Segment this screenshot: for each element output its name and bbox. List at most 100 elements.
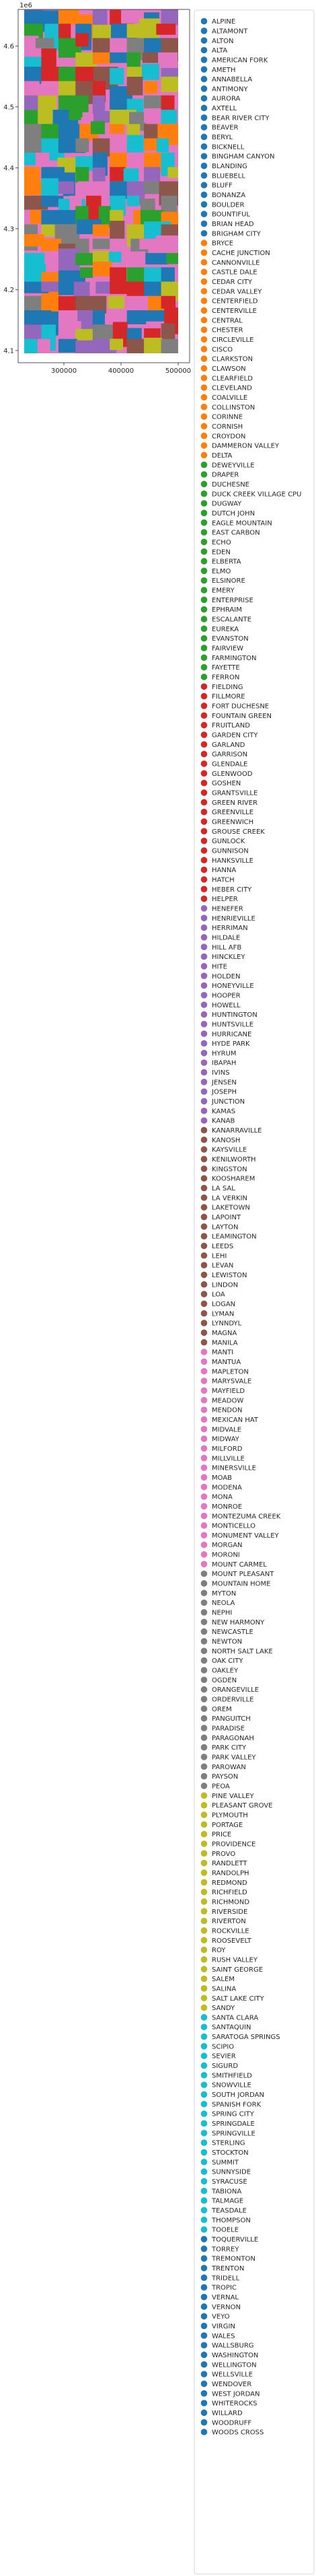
- legend-marker: [200, 1406, 208, 1413]
- legend-item: HELPER: [200, 895, 238, 903]
- legend-item: WOODRUFF: [200, 2419, 251, 2427]
- map-region: [75, 340, 93, 353]
- legend-item: BICKNELL: [200, 143, 245, 151]
- map-region: [93, 110, 113, 123]
- legend-marker: [200, 1966, 208, 1972]
- legend-item: RICHFIELD: [200, 1888, 247, 1896]
- legend-item: SPRINGDALE: [200, 2120, 255, 2128]
- map-region: [126, 67, 146, 79]
- legend-marker: [200, 1696, 208, 1703]
- legend-marker: [200, 2380, 208, 2388]
- legend-marker: [200, 2371, 208, 2377]
- legend-item: CEDAR VALLEY: [200, 287, 262, 295]
- legend-item: SALT LAKE CITY: [200, 1995, 265, 2003]
- legend-label: STOCKTON: [212, 2149, 249, 2157]
- legend-item: DUCK CREEK VILLAGE CPU: [200, 490, 301, 498]
- legend-marker: [200, 1349, 208, 1355]
- legend-marker: [200, 2129, 208, 2137]
- legend-label: PARAGONAH: [212, 1735, 254, 1742]
- map-region: [41, 178, 58, 197]
- legend-item: VEYO: [200, 2313, 230, 2321]
- legend-marker: [200, 818, 208, 825]
- legend-label: DEWEYVILLE: [212, 462, 255, 469]
- legend-label: HATCH: [212, 876, 235, 884]
- legend-label: FERRON: [212, 674, 239, 682]
- legend-marker: [200, 992, 208, 999]
- legend-marker: [200, 2322, 208, 2330]
- map-region: [110, 167, 126, 182]
- legend-item: DUTCH JOHN: [200, 509, 255, 517]
- legend-label: KANAB: [212, 1118, 235, 1125]
- legend-marker: [200, 799, 208, 806]
- legend-item: SUMMIT: [200, 2158, 239, 2166]
- legend-marker: [200, 1512, 208, 1519]
- legend-item: HYRUM: [200, 1050, 237, 1057]
- legend-item: EAGLE MOUNTAIN: [200, 519, 272, 527]
- legend-marker: [200, 46, 208, 54]
- legend-marker: [200, 1069, 208, 1076]
- legend-marker: [200, 2313, 208, 2320]
- map-region: [121, 9, 141, 24]
- legend-label: TABIONA: [211, 2188, 241, 2195]
- map-region: [36, 38, 54, 48]
- legend-item: HINCKLEY: [200, 953, 245, 961]
- legend-marker: [200, 2178, 208, 2185]
- legend-marker: [200, 1908, 208, 1915]
- legend-item: GREEN RIVER: [200, 799, 258, 807]
- legend-label: GREENVILLE: [212, 809, 253, 816]
- legend-label: SYRACUSE: [212, 2178, 247, 2186]
- legend-label: NEOLA: [212, 1600, 235, 1607]
- map-region: [24, 36, 39, 46]
- legend-marker: [200, 2158, 208, 2166]
- legend-label: MEADOW: [212, 1397, 243, 1404]
- legend-marker: [200, 1107, 208, 1114]
- legend-item: WILLARD: [200, 2409, 243, 2417]
- legend-marker: [200, 490, 208, 497]
- legend-label: BEAVER: [212, 124, 239, 132]
- legend-item: COLLINSTON: [200, 403, 255, 411]
- legend-item: CROYDON: [200, 432, 245, 440]
- legend-marker: [200, 345, 208, 353]
- legend-item: HUNTINGTON: [200, 1011, 258, 1019]
- map-region: [41, 81, 61, 92]
- legend-marker: [200, 1194, 208, 1201]
- legend-label: LEWISTON: [212, 1272, 247, 1279]
- legend-label: HENEFER: [212, 905, 243, 913]
- legend-item: MINERSVILLE: [200, 1464, 256, 1472]
- legend-item: LEEDS: [200, 1242, 233, 1250]
- legend-marker: [200, 808, 208, 816]
- legend-item: STERLING: [200, 2139, 245, 2147]
- legend-marker: [200, 1763, 208, 1770]
- legend-item: BINGHAM CANYON: [200, 153, 274, 161]
- legend-label: NORTH SALT LAKE: [212, 1648, 273, 1655]
- map-region: [144, 138, 161, 151]
- legend-item: MARYSVALE: [200, 1378, 251, 1386]
- legend-label: ELMO: [212, 568, 231, 575]
- legend-item: SANTA CLARA: [200, 2014, 258, 2022]
- legend-marker: [200, 847, 208, 854]
- legend-label: CORINNE: [212, 414, 243, 421]
- legend-item: CANNONVILLE: [200, 258, 260, 266]
- legend-label: MARYSVALE: [212, 1378, 251, 1386]
- map-region: [144, 310, 171, 322]
- legend-label: NEWCASTLE: [212, 1629, 253, 1636]
- legend-marker: [200, 1532, 208, 1539]
- legend-item: ALPINE: [200, 17, 235, 26]
- legend-item: ORDERVILLE: [200, 1696, 254, 1704]
- legend-marker: [200, 934, 208, 941]
- y-tick-label: 4.1: [3, 347, 14, 355]
- legend-marker: [200, 326, 208, 333]
- map-region: [75, 138, 89, 152]
- map-region: [157, 138, 169, 153]
- legend-marker: [200, 2216, 208, 2223]
- legend-item: GREENWICH: [200, 818, 253, 826]
- legend-marker: [200, 2235, 208, 2243]
- map-region: [97, 181, 112, 196]
- legend-item: WALES: [200, 2332, 235, 2340]
- legend-marker: [200, 509, 208, 517]
- map-region: [58, 281, 75, 293]
- legend-item: PARAGONAH: [200, 1734, 254, 1742]
- legend-item: RUSH VALLEY: [200, 1956, 258, 1964]
- map-region: [75, 167, 89, 183]
- legend-item: DUGWAY: [200, 500, 242, 508]
